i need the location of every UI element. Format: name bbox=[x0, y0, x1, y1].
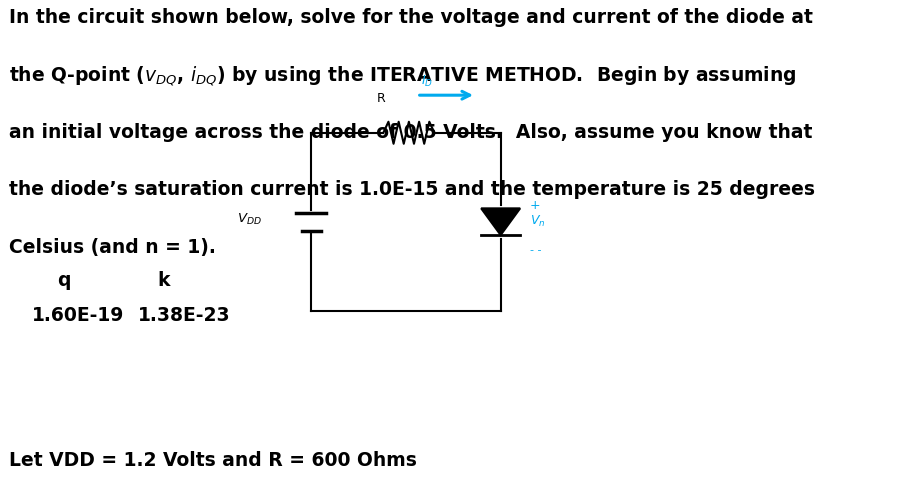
Text: $I_D$: $I_D$ bbox=[420, 74, 432, 89]
Text: q: q bbox=[57, 271, 70, 290]
Text: 1.38E-23: 1.38E-23 bbox=[138, 306, 230, 325]
Text: +: + bbox=[529, 199, 539, 212]
Text: 1.60E-19: 1.60E-19 bbox=[32, 306, 124, 325]
Text: k: k bbox=[158, 271, 170, 290]
Text: In the circuit shown below, solve for the voltage and current of the diode at: In the circuit shown below, solve for th… bbox=[9, 8, 813, 27]
Polygon shape bbox=[481, 208, 520, 235]
Text: the Q-point ($v_{DQ}$, $i_{DQ}$) by using the ITERATIVE METHOD.  Begin by assumi: the Q-point ($v_{DQ}$, $i_{DQ}$) by usin… bbox=[9, 65, 796, 88]
Text: - -: - - bbox=[529, 245, 540, 255]
Text: an initial voltage across the diode of 0.5 Volts.  Also, assume you know that: an initial voltage across the diode of 0… bbox=[9, 123, 812, 142]
Text: R: R bbox=[376, 92, 385, 105]
Text: the diode’s saturation current is 1.0E-15 and the temperature is 25 degrees: the diode’s saturation current is 1.0E-1… bbox=[9, 180, 815, 199]
Text: Let VDD = 1.2 Volts and R = 600 Ohms: Let VDD = 1.2 Volts and R = 600 Ohms bbox=[9, 451, 417, 470]
Text: Celsius (and n = 1).: Celsius (and n = 1). bbox=[9, 238, 216, 257]
Text: $V_{DD}$: $V_{DD}$ bbox=[236, 211, 262, 227]
Text: $V_n$: $V_n$ bbox=[529, 214, 545, 229]
